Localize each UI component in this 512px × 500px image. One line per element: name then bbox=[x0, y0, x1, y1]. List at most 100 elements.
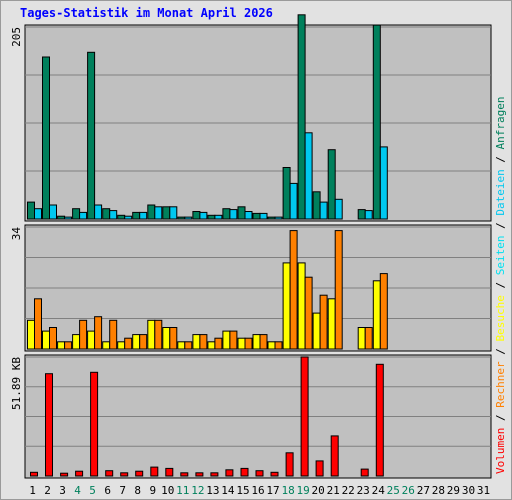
besuche-bar-day-16 bbox=[252, 334, 261, 350]
besuche-bar-day-23 bbox=[357, 327, 366, 350]
besuche-bar-day-15 bbox=[237, 337, 246, 350]
volumen-bar-day-7 bbox=[120, 472, 129, 477]
anfragen-bar-day-18 bbox=[282, 167, 291, 220]
day-tick-label: 11 bbox=[176, 484, 189, 497]
anfragen-bar-day-16 bbox=[252, 212, 261, 220]
volumen-bar-day-8 bbox=[135, 470, 144, 477]
anfragen-bar-day-15 bbox=[237, 206, 246, 220]
dateien-bar-day-23 bbox=[364, 210, 373, 220]
besuche-bar-day-12 bbox=[192, 334, 201, 350]
day-tick-label: 20 bbox=[311, 484, 324, 497]
volumen-bar-day-17 bbox=[270, 471, 279, 477]
panel-volume-scale-label: 51.89 KB bbox=[10, 357, 23, 410]
rechner-bar-day-13 bbox=[214, 337, 223, 350]
dateien-bar-day-17 bbox=[274, 216, 283, 220]
dateien-bar-day-16 bbox=[259, 212, 268, 220]
besuche-bar-day-4 bbox=[72, 334, 81, 350]
day-tick-label: 15 bbox=[236, 484, 249, 497]
volumen-bar-day-15 bbox=[240, 467, 249, 477]
day-tick-label: 16 bbox=[251, 484, 264, 497]
day-tick-label: 24 bbox=[372, 484, 386, 497]
legend-item-dateien: Dateien bbox=[494, 169, 507, 215]
volumen-bar-day-9 bbox=[150, 466, 159, 477]
rechner-bar-day-20 bbox=[319, 294, 328, 350]
legend-separator: / bbox=[494, 149, 507, 169]
day-tick-label: 14 bbox=[221, 484, 235, 497]
anfragen-bar-day-19 bbox=[297, 14, 306, 220]
dateien-bar-day-4 bbox=[79, 211, 88, 220]
dateien-bar-day-1 bbox=[34, 208, 42, 220]
volumen-bar-day-10 bbox=[165, 467, 174, 477]
besuche-bar-day-14 bbox=[222, 330, 231, 350]
dateien-bar-day-18 bbox=[289, 182, 298, 220]
dateien-bar-day-3 bbox=[64, 216, 73, 220]
dateien-bar-day-13 bbox=[214, 214, 223, 220]
rechner-bar-day-14 bbox=[229, 330, 238, 350]
rechner-bar-day-4 bbox=[79, 319, 88, 350]
besuche-bar-day-17 bbox=[267, 341, 276, 350]
legend-separator: / bbox=[494, 342, 507, 362]
rechner-bar-day-5 bbox=[94, 316, 103, 350]
panel-volume: 51.89 KB bbox=[10, 354, 492, 479]
day-tick-label: 29 bbox=[447, 484, 460, 497]
day-tick-label: 4 bbox=[74, 484, 81, 497]
rechner-bar-day-12 bbox=[199, 334, 208, 350]
volumen-bar-day-16 bbox=[255, 470, 264, 477]
panel-hits-scale-label: 205 bbox=[10, 27, 23, 47]
rechner-bar-day-10 bbox=[169, 327, 178, 350]
besuche-bar-day-24 bbox=[372, 280, 381, 350]
anfragen-bar-day-12 bbox=[192, 211, 201, 220]
day-tick-label: 26 bbox=[402, 484, 415, 497]
day-tick-label: 27 bbox=[417, 484, 430, 497]
anfragen-bar-day-9 bbox=[147, 204, 156, 220]
rechner-bar-day-16 bbox=[259, 334, 268, 350]
rechner-bar-day-19 bbox=[304, 276, 313, 350]
rechner-bar-day-1 bbox=[34, 298, 42, 350]
anfragen-bar-day-5 bbox=[87, 51, 96, 220]
dateien-bar-day-15 bbox=[244, 211, 253, 220]
rechner-bar-day-9 bbox=[154, 319, 163, 350]
volumen-bar-day-21 bbox=[330, 435, 339, 477]
anfragen-bar-day-3 bbox=[57, 215, 66, 220]
rechner-bar-day-8 bbox=[139, 334, 148, 350]
day-tick-label: 1 bbox=[29, 484, 36, 497]
anfragen-bar-day-14 bbox=[222, 208, 231, 220]
legend-item-volumen: Volumen bbox=[494, 428, 507, 474]
day-tick-label: 23 bbox=[357, 484, 370, 497]
anfragen-bar-day-7 bbox=[117, 214, 126, 220]
volumen-bar-day-18 bbox=[285, 452, 294, 477]
besuche-bar-day-19 bbox=[297, 262, 306, 350]
dateien-bar-day-9 bbox=[154, 206, 163, 220]
dateien-bar-day-8 bbox=[139, 211, 148, 220]
volumen-bar-day-13 bbox=[210, 472, 219, 477]
anfragen-bar-day-10 bbox=[162, 206, 171, 220]
volumen-bar-day-14 bbox=[225, 469, 234, 477]
volumen-bar-day-20 bbox=[315, 460, 324, 477]
day-tick-label: 7 bbox=[119, 484, 126, 497]
legend-item-seiten: Seiten bbox=[494, 236, 507, 276]
anfragen-bar-day-21 bbox=[327, 149, 336, 220]
anfragen-bar-day-20 bbox=[312, 191, 321, 220]
besuche-bar-day-8 bbox=[132, 334, 141, 350]
anfragen-bar-day-8 bbox=[132, 211, 141, 220]
dateien-bar-day-14 bbox=[229, 209, 238, 220]
besuche-bar-day-11 bbox=[177, 341, 186, 350]
anfragen-bar-day-6 bbox=[102, 208, 111, 220]
volumen-bar-day-19 bbox=[300, 356, 309, 477]
day-tick-label: 13 bbox=[206, 484, 219, 497]
besuche-bar-day-10 bbox=[162, 327, 171, 350]
besuche-bar-day-2 bbox=[42, 330, 50, 350]
dateien-bar-day-7 bbox=[124, 215, 133, 220]
volumen-bar-day-12 bbox=[195, 472, 204, 477]
besuche-bar-day-13 bbox=[207, 341, 216, 350]
besuche-bar-day-21 bbox=[327, 298, 336, 350]
rechner-bar-day-21 bbox=[334, 230, 343, 350]
day-tick-label: 30 bbox=[462, 484, 475, 497]
rechner-bar-day-23 bbox=[364, 327, 373, 350]
legend-separator: / bbox=[494, 408, 507, 428]
dateien-bar-day-5 bbox=[94, 204, 103, 220]
rechner-bar-day-3 bbox=[64, 341, 73, 350]
legend-separator: / bbox=[494, 275, 507, 295]
